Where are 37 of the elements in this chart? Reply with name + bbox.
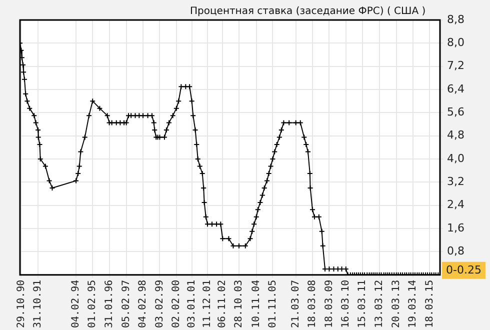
y-tick-label: 4,8 <box>447 128 464 142</box>
x-tick-label: 18.03.15 <box>424 280 436 328</box>
x-tick-label: 05.02.97 <box>120 280 132 328</box>
x-tick-label: 18.03.09 <box>324 280 335 328</box>
x-tick-label: 15.03.11 <box>357 280 368 328</box>
x-tick-label: 03.02.99 <box>154 280 166 328</box>
x-tick-label: 02.02.00 <box>171 280 182 328</box>
x-tick-label: 04.02.98 <box>138 280 149 328</box>
y-tick-label: 2,4 <box>447 198 464 212</box>
x-tick-label: 03.01.01 <box>186 280 198 328</box>
x-tick-label: 16.03.10 <box>340 280 352 328</box>
y-tick-label: 7,2 <box>447 59 464 72</box>
x-tick-label: 11.12.01 <box>202 280 214 328</box>
x-tick-label: 04.02.94 <box>70 280 82 328</box>
y-tick-label: 0,8 <box>447 244 464 258</box>
y-tick-label: 4,0 <box>447 152 464 165</box>
y-tick-label: 8,8 <box>447 12 464 26</box>
chart-title: Процентная ставка (заседание ФРС) ( США ) <box>190 6 426 17</box>
x-tick-label: 20.03.13 <box>390 280 402 328</box>
x-tick-label: 31.01.96 <box>104 280 115 328</box>
y-tick-label: 8,0 <box>447 36 464 50</box>
y-tick-label: 5,6 <box>447 106 464 119</box>
annotation: 0-0.25 <box>446 264 482 277</box>
y-tick-label: 6,4 <box>447 82 464 96</box>
x-tick-label: 31.10.91 <box>32 280 44 328</box>
x-tick-label: 01.11.05 <box>267 280 278 328</box>
x-tick-label: 28.10.03 <box>234 280 245 328</box>
y-tick-label: 1,6 <box>447 221 464 234</box>
y-tick-label: 3,2 <box>447 175 464 188</box>
x-tick-label: 06.11.02 <box>217 280 228 328</box>
x-tick-label: 01.02.95 <box>87 280 98 328</box>
x-tick-label: 18.03.08 <box>307 280 318 328</box>
x-tick-label: 13.03.12 <box>374 280 385 328</box>
x-tick-label: 21.03.07 <box>290 280 302 328</box>
x-tick-label: 29.10.90 <box>16 280 27 328</box>
x-tick-label: 19.03.14 <box>408 280 419 328</box>
x-tick-label: 10.11.04 <box>250 280 262 328</box>
